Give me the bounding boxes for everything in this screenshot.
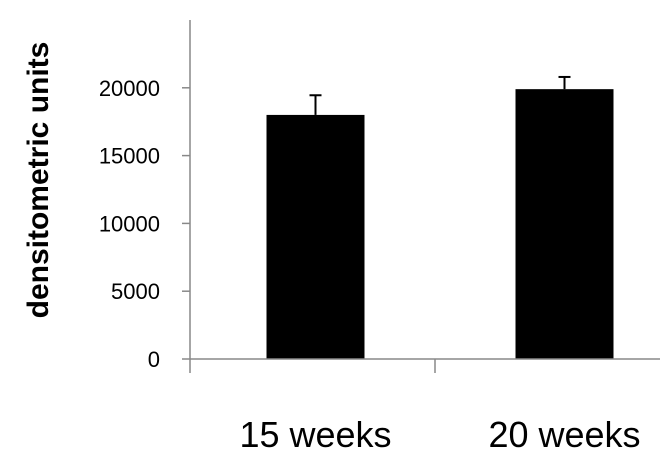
y-axis-title-text: densitometric units <box>22 42 55 319</box>
axes <box>189 20 660 373</box>
y-axis-ticks: 0 5000 10000 15000 20000 <box>99 76 190 372</box>
category-labels: 15 weeks 20 weeks <box>239 414 640 455</box>
bar-2 <box>515 89 614 359</box>
y-tick-label: 15000 <box>99 144 160 169</box>
bar-1 <box>266 114 365 359</box>
category-label-1: 15 weeks <box>239 414 391 455</box>
y-axis-title: densitometric units <box>22 42 55 319</box>
bars <box>266 75 614 359</box>
y-tick-label: 0 <box>148 347 160 372</box>
category-label-2: 20 weeks <box>488 414 640 455</box>
y-tick-label: 10000 <box>99 211 160 236</box>
y-tick-label: 5000 <box>111 279 160 304</box>
y-tick-label: 20000 <box>99 76 160 101</box>
